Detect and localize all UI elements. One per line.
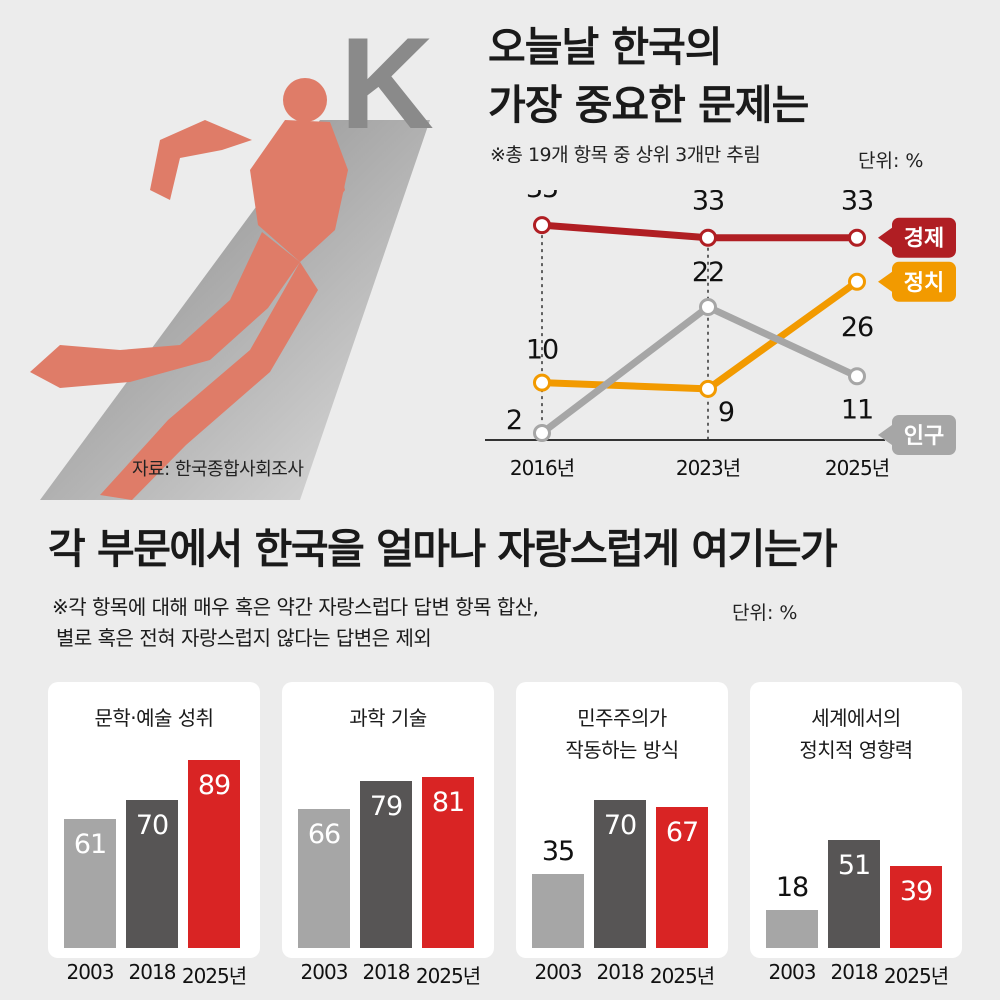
bar xyxy=(360,781,412,948)
data-label: 35 xyxy=(526,190,558,204)
bar xyxy=(890,865,942,948)
bar xyxy=(766,910,818,948)
legend-label: 경제 xyxy=(904,227,944,252)
bar-chart-title: 과학 기술 xyxy=(349,706,427,730)
bar-value-label: 61 xyxy=(73,829,107,861)
section-unit-label: 단위: % xyxy=(732,602,798,624)
bar-value-label: 70 xyxy=(135,810,169,842)
bar-value-label: 66 xyxy=(307,818,341,850)
bar-category-label: 2025년 xyxy=(649,964,715,988)
data-label: 2 xyxy=(506,405,522,436)
data-point xyxy=(848,228,866,247)
bar-chart-title: 세계에서의 정치적 영향력 xyxy=(799,706,913,762)
data-point xyxy=(699,298,717,316)
bar-category-label: 2003 xyxy=(300,960,349,984)
section-note: ※각 항목에 대해 매우 혹은 약간 자랑스럽다 답변 항목 합산, 별로 혹은… xyxy=(52,595,539,650)
data-point xyxy=(533,373,551,392)
x-tick-label: 2016년 xyxy=(510,456,574,480)
bar xyxy=(126,800,178,948)
bar-value-label: 70 xyxy=(603,810,637,842)
bar-chart-title: 문학·예술 성취 xyxy=(94,706,214,730)
legend-badge xyxy=(892,261,956,302)
legend-label: 정치 xyxy=(904,271,944,296)
data-label: 11 xyxy=(841,394,873,425)
chart-note: ※총 19개 항목 중 상위 3개만 추림 xyxy=(490,144,761,166)
running-man-illustration: K xyxy=(30,10,434,500)
data-label: 9 xyxy=(718,397,734,428)
bar-category-label: 2018 xyxy=(128,960,177,984)
bar-category-label: 2025년 xyxy=(415,964,481,988)
bar-category-label: 2025년 xyxy=(181,964,247,988)
chart-title: 오늘날 한국의 가장 중요한 문제는 xyxy=(488,23,809,129)
runner-figure-icon xyxy=(30,78,348,500)
x-tick-label: 2023년 xyxy=(676,456,740,480)
bar-value-label: 51 xyxy=(837,850,871,882)
data-point xyxy=(533,216,551,235)
bar-chart-title: 민주주의가 작동하는 방식 xyxy=(565,706,679,762)
bar xyxy=(422,777,474,948)
bar-category-label: 2025년 xyxy=(883,964,949,988)
legend-pointer xyxy=(878,227,892,248)
bar-category-label: 2018 xyxy=(830,960,879,984)
section-title: 각 부문에서 한국을 얼마나 자랑스럽게 여기는가 xyxy=(48,525,838,573)
data-label: 33 xyxy=(841,190,873,217)
data-point xyxy=(533,424,551,442)
legend-pointer xyxy=(878,425,892,445)
bar-value-label: 67 xyxy=(665,816,699,848)
source-label: 자료: 한국종합사회조사 xyxy=(132,459,304,480)
series-line xyxy=(538,303,861,437)
bar-value-label: 89 xyxy=(197,770,231,802)
bar xyxy=(656,806,708,948)
data-point xyxy=(848,272,866,291)
bar-category-label: 2018 xyxy=(362,960,411,984)
bar-category-label: 2003 xyxy=(768,960,817,984)
bar-value-label: 81 xyxy=(431,787,465,819)
bar xyxy=(188,760,240,948)
data-label: 26 xyxy=(841,312,873,343)
data-label: 22 xyxy=(692,257,724,288)
bar-value-label: 35 xyxy=(541,836,575,868)
legend-pointer xyxy=(878,271,892,292)
legend-label: 인구 xyxy=(904,424,944,449)
legend-badge xyxy=(892,415,956,455)
series-line xyxy=(538,278,861,393)
legend-badge xyxy=(892,217,956,258)
line-chart: 2016년2023년2025년353333경제10926정치22211인구 xyxy=(485,190,956,480)
bar xyxy=(594,800,646,948)
data-label: 33 xyxy=(692,190,724,217)
bar xyxy=(298,808,350,948)
data-point xyxy=(699,228,717,247)
data-point xyxy=(699,379,717,398)
bar-value-label: 18 xyxy=(775,872,809,904)
bar-value-label: 79 xyxy=(369,791,403,823)
bar xyxy=(828,840,880,948)
bar-category-label: 2003 xyxy=(66,960,115,984)
data-point xyxy=(848,367,866,386)
bar-value-label: 39 xyxy=(899,875,933,907)
bar-category-label: 2018 xyxy=(596,960,645,984)
bar xyxy=(64,819,116,948)
data-label: 10 xyxy=(526,335,558,366)
unit-label: 단위: % xyxy=(858,150,924,172)
bar-category-label: 2003 xyxy=(534,960,583,984)
bar xyxy=(532,874,584,948)
x-tick-label: 2025년 xyxy=(825,456,889,480)
k-letter: K xyxy=(340,10,434,156)
